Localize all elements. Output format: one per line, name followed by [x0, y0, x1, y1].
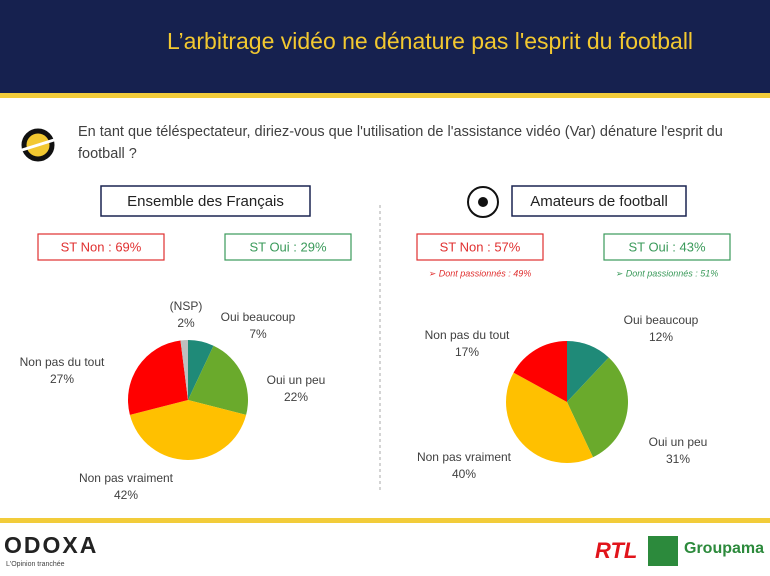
- summary: ST Oui : 29%: [249, 239, 327, 254]
- chart-title-box: [100, 185, 311, 217]
- slide-title: L’arbitrage vidéo ne dénature pas l'espr…: [166, 28, 694, 54]
- header-rule: [0, 93, 770, 98]
- summary-box: [416, 233, 544, 261]
- pie-slice: [188, 345, 248, 415]
- slice-label: Oui un peu: [649, 435, 708, 449]
- pie-slice: [188, 340, 214, 400]
- summary-box: [603, 233, 731, 261]
- logo-icon: [648, 536, 678, 566]
- summary-note: ➢ Dont passionnés : 51%: [616, 268, 719, 278]
- slice-value: 2%: [177, 316, 195, 330]
- slice-label: Non pas du tout: [425, 328, 510, 342]
- logo: Groupama: [684, 540, 765, 557]
- pie-slice: [180, 340, 188, 400]
- slice-value: 17%: [455, 345, 479, 359]
- summary-note: ➢ Dont passionnés : 49%: [429, 268, 532, 278]
- pie-slice: [505, 372, 593, 464]
- pie-slice: [567, 357, 628, 458]
- slice-value: 27%: [50, 372, 74, 386]
- summary-box: [224, 233, 352, 261]
- pie-slice: [513, 341, 567, 402]
- chart-title-box: [511, 185, 687, 217]
- chart-title: Amateurs de football: [530, 193, 668, 210]
- logo: RTL: [595, 538, 638, 563]
- summary: ST Non : 57%: [440, 239, 521, 254]
- slice-label: Oui un peu: [267, 373, 326, 387]
- header-band: [0, 0, 770, 93]
- pie-slice: [127, 340, 188, 415]
- slice-value: 22%: [284, 390, 308, 404]
- slice-label: (NSP): [170, 299, 203, 313]
- tagline: L'Opinion tranchée: [6, 561, 65, 568]
- slice-label: Oui beaucoup: [624, 313, 699, 327]
- question-icon: [21, 138, 55, 152]
- slice-value: 12%: [649, 330, 673, 344]
- question: En tant que téléspectateur, diriez-vous …: [78, 124, 723, 162]
- slice-label: Non pas vraiment: [79, 471, 174, 485]
- ball-icon: [478, 197, 488, 207]
- summary: ST Non : 69%: [61, 239, 142, 254]
- summary: ST Oui : 43%: [628, 239, 706, 254]
- summary-box: [37, 233, 165, 261]
- pie-slice: [567, 341, 609, 402]
- footer-rule: [0, 518, 770, 523]
- slice-label: Non pas du tout: [20, 355, 105, 369]
- slice-value: 42%: [114, 488, 138, 502]
- pie-slice: [129, 400, 247, 461]
- slice-value: 31%: [666, 452, 690, 466]
- chart-title: Ensemble des Français: [127, 193, 284, 210]
- slice-value: 7%: [249, 327, 267, 341]
- slice-label: Non pas vraiment: [417, 450, 512, 464]
- slice-label: Oui beaucoup: [221, 310, 296, 324]
- brand: ODOXA: [4, 532, 99, 558]
- slice-value: 40%: [452, 467, 476, 481]
